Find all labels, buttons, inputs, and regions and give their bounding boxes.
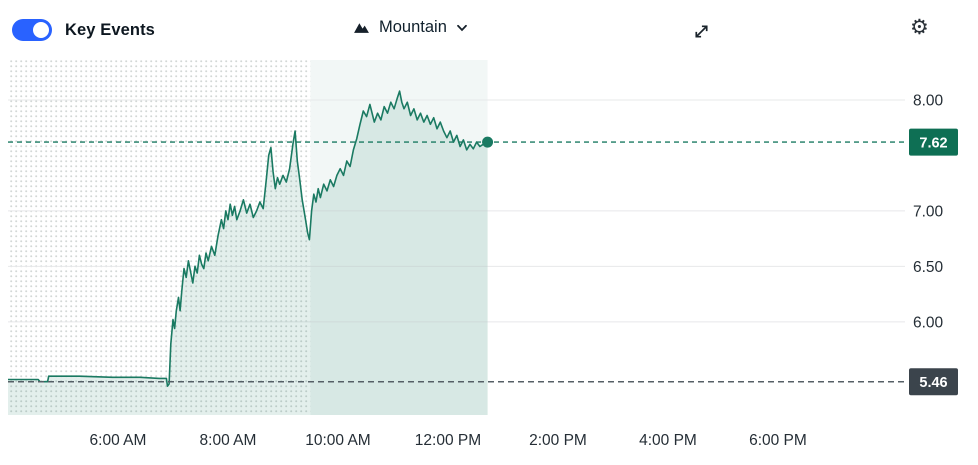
toggle-switch[interactable] bbox=[12, 19, 52, 41]
x-axis-label: 4:00 PM bbox=[639, 432, 697, 449]
previous-close-badge: 5.46 bbox=[909, 368, 958, 396]
expand-button[interactable] bbox=[691, 21, 712, 42]
y-axis-label: 7.00 bbox=[913, 203, 944, 220]
session-region bbox=[310, 60, 488, 415]
key-events-toggle[interactable]: Key Events bbox=[12, 19, 155, 41]
current-price-badge: 7.62 bbox=[909, 128, 958, 156]
settings-button[interactable]: ⚙ bbox=[908, 15, 931, 40]
svg-text:5.46: 5.46 bbox=[919, 375, 947, 391]
last-price-dot bbox=[482, 136, 494, 148]
gear-icon: ⚙ bbox=[910, 16, 929, 39]
price-line bbox=[8, 90, 488, 387]
x-axis-label: 6:00 AM bbox=[90, 432, 147, 449]
x-axis-label: 6:00 PM bbox=[749, 432, 807, 449]
price-area bbox=[8, 91, 488, 415]
x-axis-label: 12:00 PM bbox=[415, 432, 481, 449]
chart-type-label: Mountain bbox=[379, 18, 447, 36]
toggle-knob bbox=[33, 22, 49, 38]
chevron-down-icon bbox=[456, 24, 467, 31]
y-axis-label: 6.00 bbox=[913, 314, 944, 331]
chart-type-dropdown[interactable]: Mountain bbox=[353, 18, 468, 37]
key-events-label: Key Events bbox=[65, 20, 155, 39]
x-axis-label: 2:00 PM bbox=[529, 432, 587, 449]
y-axis-label: 8.00 bbox=[913, 92, 944, 109]
mountain-icon bbox=[354, 23, 369, 33]
x-axis-label: 10:00 AM bbox=[305, 432, 371, 449]
y-axis-label: 6.50 bbox=[913, 259, 944, 276]
expand-icon bbox=[695, 25, 708, 38]
svg-text:7.62: 7.62 bbox=[919, 136, 947, 152]
x-axis-label: 8:00 AM bbox=[200, 432, 257, 449]
premarket-region bbox=[8, 60, 311, 415]
chart-toolbar: Key Events Mountain ⚙ bbox=[0, 0, 978, 56]
